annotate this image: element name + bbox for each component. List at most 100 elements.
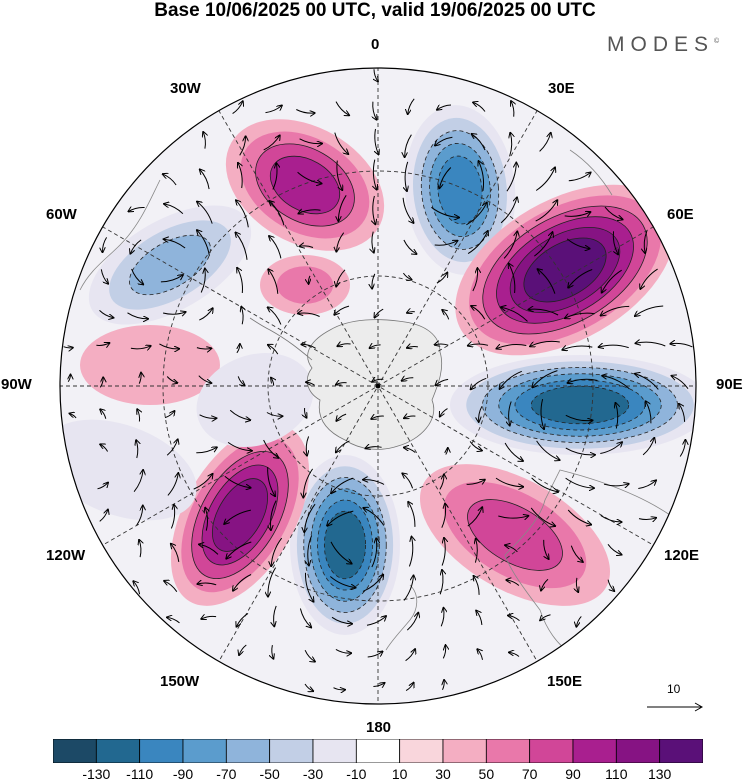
wind-vector-arrow [263, 439, 279, 458]
wind-vector-arrow [564, 212, 591, 217]
wind-vector-arrow [473, 102, 486, 112]
wind-vector-arrow [97, 483, 109, 490]
wind-vector-arrow [334, 132, 348, 154]
wind-vector-arrow [170, 505, 174, 529]
wind-vector-arrow [635, 374, 659, 390]
wind-vector-arrow [224, 509, 251, 524]
wind-vector-arrow [436, 378, 449, 385]
wind-vector-arrow [329, 576, 355, 588]
wind-vector-arrow [503, 232, 517, 259]
colorbar-tick-label: 70 [521, 766, 538, 782]
wind-vector-arrow [479, 406, 483, 422]
wind-vector-arrow [602, 376, 630, 390]
wind-vector-arrow [300, 246, 314, 248]
negative-anomaly-contour [60, 419, 197, 521]
colorbar-tick-label: -90 [172, 766, 194, 782]
wind-vector-arrow [327, 510, 354, 525]
wind-vector-arrow [336, 413, 347, 421]
wind-vector-arrow [302, 344, 316, 349]
wind-vector-arrow [405, 134, 412, 157]
colorbar-swatch [615, 739, 661, 763]
wind-vector-arrow [263, 135, 280, 151]
wind-vector-arrow [336, 440, 350, 452]
wind-vector-arrow [535, 200, 558, 222]
label-60e: 60E [667, 206, 694, 223]
wind-vector-arrow [272, 163, 277, 190]
wind-vector-arrow [476, 611, 483, 625]
wind-vector-arrow [636, 342, 666, 347]
wind-vector-arrow [509, 652, 520, 657]
wind-vector-arrow [431, 206, 459, 217]
wind-vector-arrow [373, 195, 376, 224]
wind-vector-arrow [446, 448, 448, 455]
wind-vector-arrow [197, 230, 210, 256]
wind-vector-arrow [375, 128, 379, 154]
map-title: Base 10/06/2025 00 UTC, valid 19/06/2025… [154, 0, 596, 21]
wind-vector-arrow [271, 500, 277, 530]
wind-vector-arrow [268, 567, 277, 597]
colorbar-swatch [53, 739, 97, 763]
wind-vector-arrow [562, 346, 593, 350]
wind-vector-arrow [166, 439, 178, 456]
colorbar-tick-label: 110 [605, 766, 628, 782]
wind-vector-arrow [576, 616, 582, 626]
wind-vector-arrow [241, 307, 243, 325]
wind-vector-arrow [271, 537, 283, 566]
wind-vector-arrow [298, 313, 320, 317]
wind-vector-arrow [404, 416, 416, 418]
wind-vector-arrow [203, 132, 205, 149]
wind-vector-arrow [466, 480, 485, 485]
wind-vector-arrow [99, 310, 114, 317]
wind-vector-arrow [70, 414, 77, 419]
brand-mark: © [714, 38, 720, 45]
colorbar-tick-label: -110 [126, 766, 154, 782]
wind-vector-arrow [477, 649, 483, 660]
wind-vector-arrow [304, 572, 313, 602]
wind-vector-arrow [330, 541, 352, 564]
label-0: 0 [371, 36, 380, 53]
label-60w: 60W [46, 206, 77, 223]
wind-vector-arrow [601, 305, 630, 315]
wind-vector-arrow [233, 574, 252, 591]
wind-vector-arrow [531, 477, 559, 492]
wind-vector-arrow [164, 581, 178, 592]
wind-vector-arrow [304, 503, 316, 532]
wind-vector-arrow [406, 613, 418, 631]
colorbar-tick-label: 50 [478, 766, 495, 782]
wind-vector-arrow [268, 307, 282, 325]
label-120w: 120W [46, 547, 86, 564]
colorbar-tick-label: -10 [346, 766, 367, 782]
wind-vector-arrow [373, 159, 376, 190]
wind-vector-arrow [366, 447, 382, 449]
negative-anomaly-contour [196, 352, 314, 448]
wind-vector-arrow [644, 230, 647, 253]
wind-vector-arrow [133, 470, 143, 493]
wind-vector-arrow [640, 268, 658, 289]
wind-vector-arrow [96, 343, 109, 345]
wind-vector-arrow [304, 649, 315, 661]
colorbar-swatch [399, 739, 444, 763]
wind-vector-arrow [497, 345, 527, 349]
label-150e: 150E [547, 673, 583, 690]
colorbar-tick-label: -50 [259, 766, 280, 782]
wind-vector-arrow [269, 201, 285, 226]
wind-vector-arrow [602, 269, 622, 292]
wind-vector-arrow [205, 508, 207, 531]
wind-vector-arrow [479, 161, 485, 191]
wind-vector-arrow [567, 509, 591, 525]
wind-vector-arrow [226, 541, 252, 559]
wind-vector-arrow [435, 344, 449, 345]
wind-vector-arrow [539, 133, 551, 152]
wind-vector-arrow [139, 373, 141, 384]
positive-anomaly-contour [276, 266, 334, 304]
wind-vector-arrow [164, 239, 186, 249]
wind-vector-arrow [495, 477, 523, 487]
wind-vector-arrow [538, 269, 556, 294]
negative-anomaly-contour [129, 234, 211, 296]
wind-vector-arrow [402, 197, 413, 223]
wind-vector-arrow [331, 477, 354, 493]
label-180: 180 [366, 719, 392, 736]
wind-vector-arrow [363, 480, 385, 485]
wind-vector-arrow [405, 649, 416, 662]
